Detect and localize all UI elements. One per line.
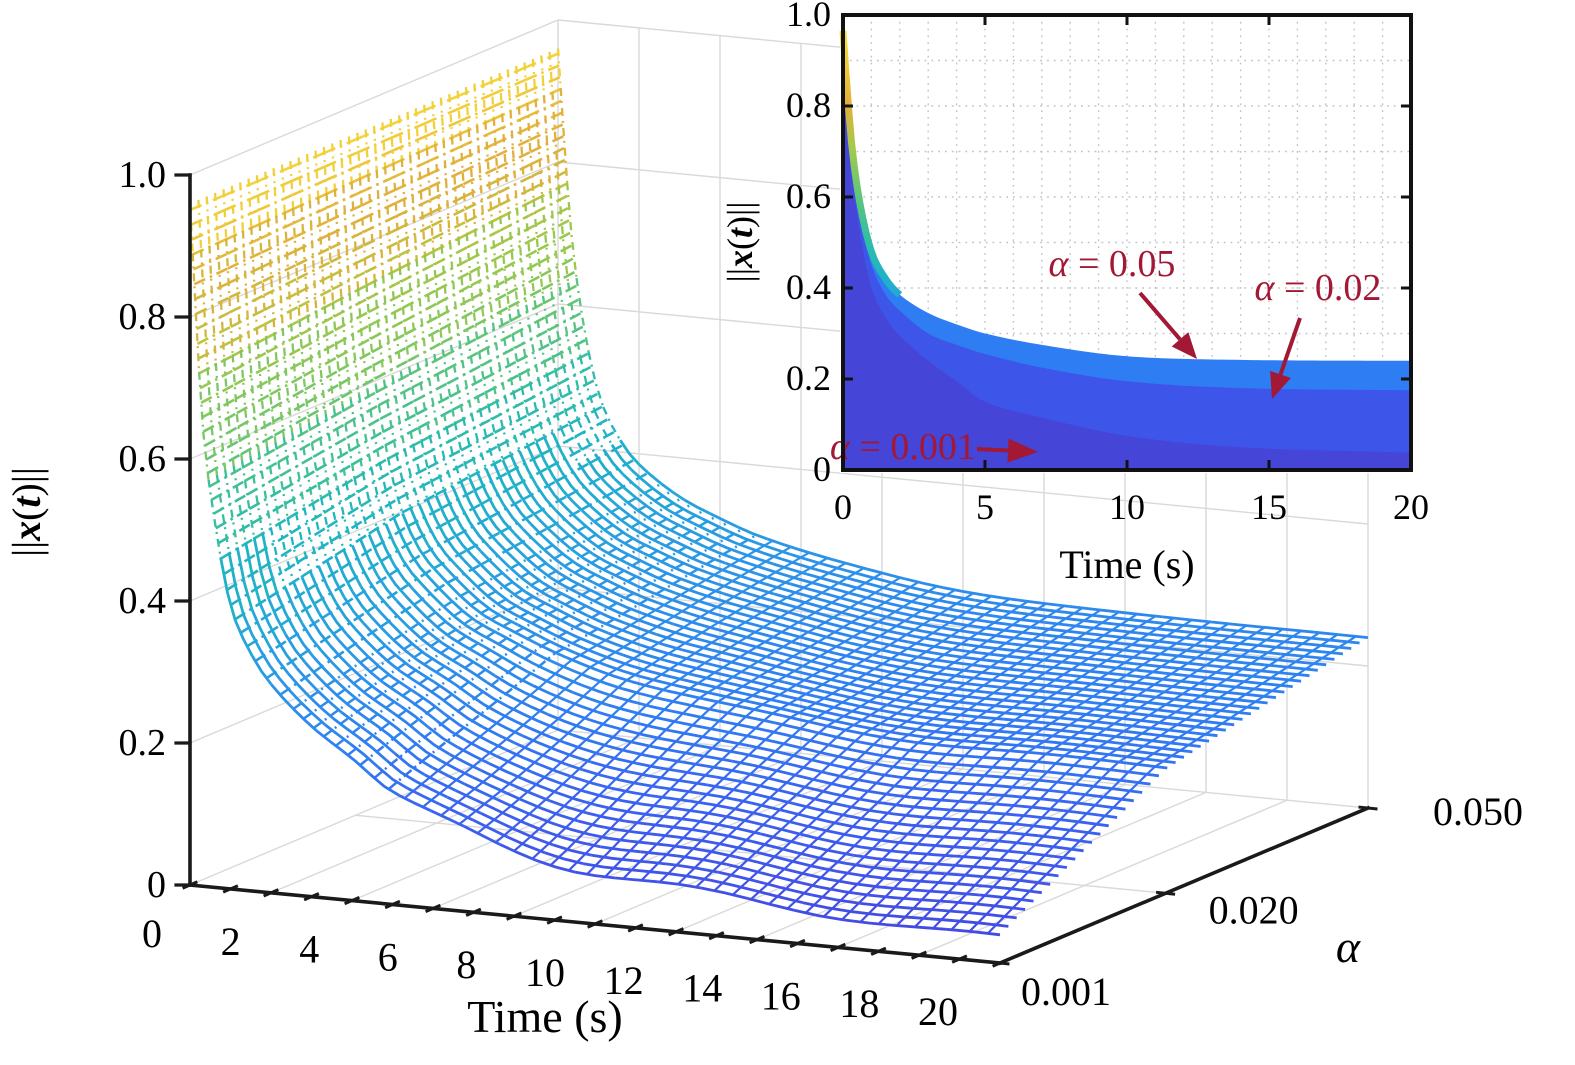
inset-y-axis-label: ||x(t)|| <box>720 202 760 283</box>
z-tick-label: 1.0 <box>119 154 167 196</box>
inset-z-tick-label: 0.8 <box>786 85 831 125</box>
main-axes: 00.20.40.60.81.00 2 4 6 8 10 12 14 16 18 20 0.0010.… <box>4 154 1523 1042</box>
annotation-alpha-0.001: α = 0.001 <box>830 426 976 468</box>
inset-annotations: α = 0.05 α = 0.02 α = 0.001 <box>830 243 1381 468</box>
inset-area-0.02 <box>843 33 1411 470</box>
inset-time-tick-label: 0 <box>834 487 852 527</box>
inset-z-tick-label: 0.6 <box>786 176 831 216</box>
time-tick-label: 10 <box>525 950 565 995</box>
inset-area-0.001 <box>843 33 1411 470</box>
annotation-alpha-0.02: α = 0.02 <box>1255 267 1382 309</box>
surface-3d <box>188 48 1369 937</box>
time-tick-label: 18 <box>839 981 879 1026</box>
time-tick-label: 6 <box>378 934 398 979</box>
time-tick-label: 20 <box>918 989 958 1034</box>
inset-z-tick-label: 0.2 <box>786 358 831 398</box>
inset-time-tick-label: 20 <box>1393 487 1429 527</box>
inset-gradient-edge <box>839 30 903 298</box>
inset-z-tick-label: 0 <box>813 449 831 489</box>
time-tick-label: 14 <box>682 966 722 1011</box>
z-tick-label: 0.2 <box>119 722 167 764</box>
alpha-tick-label: 0.020 <box>1209 887 1299 932</box>
inset-z-tick-label: 0.4 <box>786 267 831 307</box>
inset-time-tick-label: 5 <box>976 487 994 527</box>
alpha-axis: 0.001 0.020 0.050 <box>990 789 1523 1014</box>
z-tick-label: 0 <box>147 864 166 906</box>
inset-grid <box>843 15 1411 470</box>
alpha-tick-label: 0.050 <box>1433 789 1523 834</box>
time-tick-label: 16 <box>761 973 801 1018</box>
time-tick-label: 0 <box>142 911 162 956</box>
time-tick-label: 4 <box>299 927 319 972</box>
main-alpha-axis-label: α <box>1336 921 1361 972</box>
alpha-tick-label: 0.001 <box>1021 969 1111 1014</box>
inset-time-tick-label: 15 <box>1251 487 1287 527</box>
inset-z-tick-label: 1.0 <box>786 0 831 34</box>
z-tick-label: 0.6 <box>119 438 167 480</box>
time-tick-label: 12 <box>604 958 644 1003</box>
time-axis: 0 2 4 6 8 10 12 14 16 18 20 <box>142 880 1008 1034</box>
main-time-axis-label: Time (s) <box>467 991 623 1042</box>
time-tick-label: 8 <box>456 942 476 987</box>
z-tick-label: 0.4 <box>119 580 167 622</box>
time-tick-label: 2 <box>221 919 241 964</box>
inset-time-axis-label: Time (s) <box>1059 542 1194 587</box>
inset-time-tick-label: 10 <box>1109 487 1145 527</box>
z-axis: 0 0.2 0.4 0.6 0.8 1.0 <box>119 154 192 906</box>
main-z-axis-label: ||x(t)|| <box>4 467 49 557</box>
inset-ticks <box>841 13 1413 472</box>
z-tick-label: 0.8 <box>119 296 167 338</box>
annotation-alpha-0.05: α = 0.05 <box>1049 243 1176 285</box>
